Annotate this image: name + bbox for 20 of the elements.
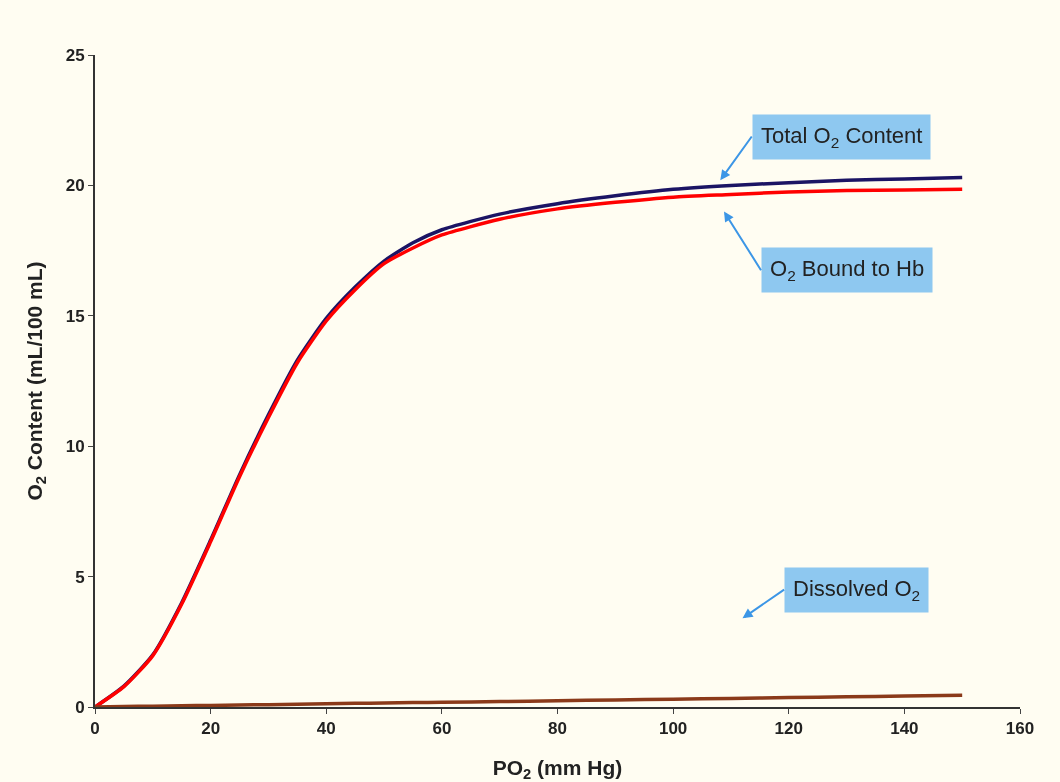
x-axis-title: PO$_{2}$ (mm Hg) bbox=[492, 755, 623, 782]
x-tick-label: 140 bbox=[890, 719, 919, 739]
x-tick-label: 160 bbox=[1005, 719, 1035, 739]
y-tick-label: 10 bbox=[65, 437, 85, 457]
annotation: O$_{2}$ Bound to Hb bbox=[770, 256, 925, 284]
y-tick-label: 0 bbox=[75, 697, 85, 717]
x-tick-label: 80 bbox=[548, 719, 567, 739]
x-tick-label: 100 bbox=[658, 719, 688, 739]
line-series bbox=[95, 693, 964, 707]
y-tick-label: 20 bbox=[65, 176, 85, 196]
y-tick-label: 5 bbox=[75, 567, 85, 587]
y-tick-label: 25 bbox=[65, 45, 85, 65]
y-tick-label: 15 bbox=[65, 306, 85, 326]
x-tick-label: 60 bbox=[432, 719, 452, 739]
x-tick-label: 40 bbox=[316, 719, 336, 739]
annotation: Total O$_{2}$ Content bbox=[761, 123, 923, 151]
annotation: Dissolved O$_{2}$ bbox=[793, 576, 921, 604]
x-tick-label: 120 bbox=[774, 719, 803, 739]
x-tick-label: 0 bbox=[90, 719, 100, 739]
x-tick-label: 20 bbox=[201, 719, 221, 739]
